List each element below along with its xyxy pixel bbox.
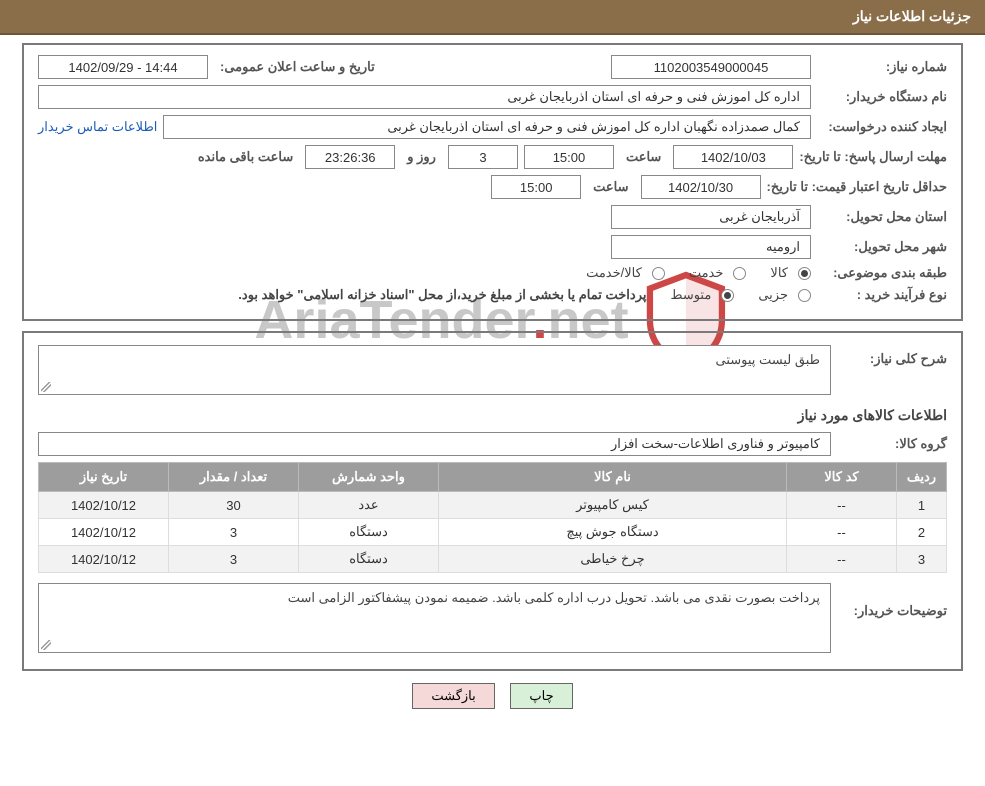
province-value: آذربایجان غربی	[611, 205, 811, 229]
th-date: تاریخ نیاز	[39, 463, 169, 492]
days-remaining: 3	[448, 145, 518, 169]
print-button[interactable]: چاپ	[510, 683, 572, 709]
th-code: کد کالا	[787, 463, 897, 492]
th-qty: تعداد / مقدار	[169, 463, 299, 492]
process-note: پرداخت تمام یا بخشی از مبلغ خرید،از محل …	[238, 287, 646, 303]
min-valid-label: حداقل تاریخ اعتبار قیمت: تا تاریخ:	[767, 179, 947, 195]
requester-label: ایجاد کننده درخواست:	[817, 119, 947, 135]
radio-partial-label: جزیی	[758, 287, 788, 303]
buyer-org-value: اداره کل اموزش فنی و حرفه ای استان اذربا…	[38, 85, 811, 109]
city-label: شهر محل تحویل:	[817, 239, 947, 255]
radio-medium-label: متوسط	[670, 287, 711, 303]
cell-idx: 1	[897, 492, 947, 519]
buyer-notes-box: پرداخت بصورت نقدی می باشد. تحویل درب ادا…	[38, 583, 831, 653]
min-valid-date: 1402/10/30	[641, 175, 761, 199]
requester-value: کمال صمدزاده نگهبان اداره کل اموزش فنی و…	[163, 115, 811, 139]
buyer-notes-label: توضیحات خریدار:	[837, 583, 947, 619]
cell-date: 1402/10/12	[39, 492, 169, 519]
radio-goods-label: کالا	[770, 265, 788, 281]
min-valid-time: 15:00	[491, 175, 581, 199]
need-no-value: 1102003549000045	[611, 55, 811, 79]
cell-qty: 3	[169, 519, 299, 546]
announce-value: 14:44 - 1402/09/29	[38, 55, 208, 79]
time-label-1: ساعت	[620, 149, 667, 165]
cell-idx: 3	[897, 546, 947, 573]
deadline-label: مهلت ارسال پاسخ: تا تاریخ:	[799, 149, 947, 165]
cell-unit: عدد	[299, 492, 439, 519]
back-button[interactable]: بازگشت	[412, 683, 494, 709]
deadline-date: 1402/10/03	[673, 145, 793, 169]
cell-name: چرخ خیاطی	[439, 546, 787, 573]
cell-date: 1402/10/12	[39, 546, 169, 573]
table-row: 3--چرخ خیاطیدستگاه31402/10/12	[39, 546, 947, 573]
general-desc-label: شرح کلی نیاز:	[837, 345, 947, 367]
buyer-org-label: نام دستگاه خریدار:	[817, 89, 947, 105]
radio-service[interactable]	[733, 267, 746, 280]
page-title: جزئیات اطلاعات نیاز	[853, 8, 971, 24]
cell-code: --	[787, 492, 897, 519]
radio-partial[interactable]	[798, 289, 811, 302]
th-unit: واحد شمارش	[299, 463, 439, 492]
radio-medium[interactable]	[721, 289, 734, 302]
time-label-2: ساعت	[587, 179, 634, 195]
cell-idx: 2	[897, 519, 947, 546]
buyer-notes-text: پرداخت بصورت نقدی می باشد. تحویل درب ادا…	[288, 590, 820, 605]
category-label: طبقه بندی موضوعی:	[817, 265, 947, 281]
resize-handle-icon[interactable]	[41, 640, 51, 650]
process-label: نوع فرآیند خرید :	[817, 287, 947, 303]
deadline-time: 15:00	[524, 145, 614, 169]
radio-goods-service[interactable]	[652, 267, 665, 280]
cell-date: 1402/10/12	[39, 519, 169, 546]
radio-goods-service-label: کالا/خدمت	[586, 265, 642, 281]
details-panel: شماره نیاز: 1102003549000045 تاریخ و ساع…	[22, 43, 963, 321]
group-label: گروه کالا:	[837, 436, 947, 452]
cell-unit: دستگاه	[299, 519, 439, 546]
radio-service-label: خدمت	[689, 265, 724, 281]
cell-unit: دستگاه	[299, 546, 439, 573]
action-buttons: چاپ بازگشت	[0, 683, 985, 709]
th-name: نام کالا	[439, 463, 787, 492]
cell-code: --	[787, 546, 897, 573]
table-row: 2--دستگاه جوش پیچدستگاه31402/10/12	[39, 519, 947, 546]
radio-goods[interactable]	[798, 267, 811, 280]
th-row: ردیف	[897, 463, 947, 492]
cell-code: --	[787, 519, 897, 546]
province-label: استان محل تحویل:	[817, 209, 947, 225]
table-row: 1--کیس کامپیوترعدد301402/10/12	[39, 492, 947, 519]
group-value: کامپیوتر و فناوری اطلاعات-سخت افزار	[38, 432, 831, 456]
days-and-label: روز و	[401, 149, 442, 165]
need-no-label: شماره نیاز:	[817, 59, 947, 75]
items-table: ردیف کد کالا نام کالا واحد شمارش تعداد /…	[38, 462, 947, 573]
items-panel: شرح کلی نیاز: طبق لیست پیوستی اطلاعات کا…	[22, 331, 963, 671]
items-section-title: اطلاعات کالاهای مورد نیاز	[38, 407, 947, 424]
contact-link[interactable]: اطلاعات تماس خریدار	[38, 119, 157, 135]
resize-handle-icon[interactable]	[41, 382, 51, 392]
cell-qty: 30	[169, 492, 299, 519]
remaining-label: ساعت باقی مانده	[192, 149, 299, 165]
cell-qty: 3	[169, 546, 299, 573]
general-desc-box: طبق لیست پیوستی	[38, 345, 831, 395]
countdown: 23:26:36	[305, 145, 395, 169]
cell-name: کیس کامپیوتر	[439, 492, 787, 519]
general-desc-text: طبق لیست پیوستی	[716, 352, 821, 367]
announce-label: تاریخ و ساعت اعلان عمومی:	[214, 59, 381, 75]
city-value: ارومیه	[611, 235, 811, 259]
cell-name: دستگاه جوش پیچ	[439, 519, 787, 546]
page-header: جزئیات اطلاعات نیاز	[0, 0, 985, 35]
